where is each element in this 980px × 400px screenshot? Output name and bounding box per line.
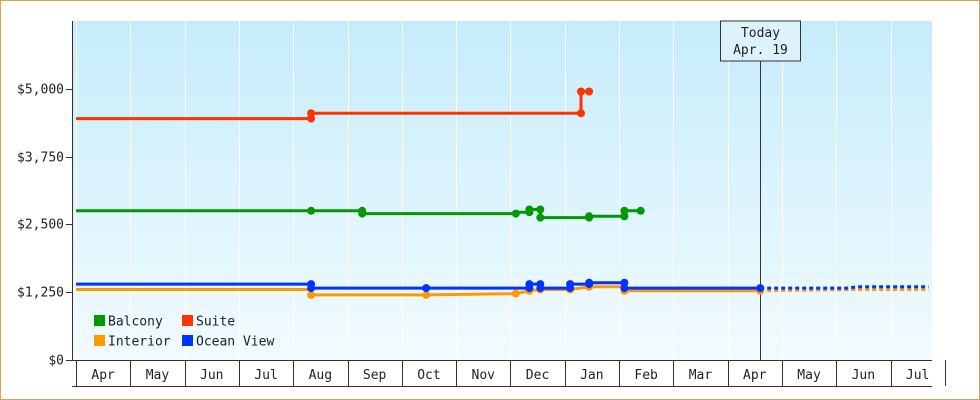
data-point[interactable]: [577, 87, 585, 96]
data-point[interactable]: [422, 290, 431, 299]
month-label: Dec: [526, 368, 549, 383]
series-line-ocean-view: [76, 281, 761, 290]
month-label: Apr: [743, 368, 767, 383]
forecast-line-ocean-view: [760, 285, 929, 290]
legend-swatch-interior: [94, 335, 105, 346]
y-tick-label: $2,500: [17, 218, 64, 233]
data-point[interactable]: [577, 109, 585, 118]
today-date: Apr. 19: [733, 43, 788, 58]
data-point[interactable]: [636, 206, 645, 215]
data-point[interactable]: [511, 209, 520, 218]
y-axis: $0 $1,250 $2,500 $3,750 $5,000: [17, 21, 73, 369]
month-label: May: [797, 368, 821, 383]
legend-swatch-suite: [182, 315, 193, 326]
today-label: Today: [741, 26, 780, 41]
data-point[interactable]: [422, 284, 431, 293]
legend-label-ocean-view: Ocean View: [196, 335, 274, 350]
legend-label-interior: Interior: [108, 335, 171, 350]
data-point[interactable]: [536, 284, 545, 293]
legend-label-balcony: Balcony: [108, 315, 163, 330]
data-point[interactable]: [307, 284, 316, 293]
data-point[interactable]: [620, 206, 629, 215]
legend-swatch-balcony: [94, 315, 105, 326]
data-point[interactable]: [525, 205, 534, 214]
month-label: Mar: [689, 368, 713, 383]
legend: Balcony Suite Interior Ocean View: [94, 315, 274, 350]
y-tick-label: $3,750: [17, 151, 64, 166]
legend-swatch-ocean-view: [182, 335, 193, 346]
y-tick-label: $5,000: [17, 83, 64, 98]
y-tick-label: $1,250: [17, 286, 64, 301]
data-point[interactable]: [585, 278, 594, 287]
data-point[interactable]: [620, 284, 629, 293]
month-label: Jul: [254, 368, 277, 383]
data-point[interactable]: [566, 280, 575, 289]
data-point[interactable]: [536, 205, 545, 214]
month-label: Nov: [472, 368, 496, 383]
data-point[interactable]: [756, 284, 765, 293]
month-label: Jun: [852, 368, 875, 383]
month-label: May: [146, 368, 170, 383]
month-label: Feb: [634, 368, 658, 383]
series-balcony: [76, 205, 645, 222]
series-layer: [76, 87, 929, 299]
month-label: Aug: [309, 368, 332, 383]
legend-label-suite: Suite: [196, 315, 235, 330]
month-label: Jun: [200, 368, 223, 383]
month-label: Sep: [363, 368, 387, 383]
data-point[interactable]: [307, 290, 316, 299]
data-point[interactable]: [307, 206, 316, 215]
month-grid: [76, 21, 946, 360]
month-label: Jan: [580, 368, 603, 383]
today-box: [720, 20, 801, 62]
today-marker: Today Apr. 19: [720, 20, 801, 360]
month-label: Jul: [906, 368, 929, 383]
series-suite: [76, 87, 594, 123]
data-point[interactable]: [511, 289, 520, 298]
month-label: Apr: [91, 368, 115, 383]
plot-background: [72, 21, 932, 360]
data-point[interactable]: [358, 209, 367, 218]
data-point[interactable]: [307, 109, 316, 118]
y-tick-label: $0: [48, 354, 64, 369]
month-label: Oct: [417, 368, 440, 383]
data-point[interactable]: [620, 212, 629, 221]
data-point[interactable]: [585, 87, 594, 96]
data-point[interactable]: [536, 213, 545, 222]
data-point[interactable]: [525, 280, 534, 289]
series-ocean-view: [76, 278, 929, 293]
data-point[interactable]: [585, 212, 594, 221]
x-axis: Apr May Jun Jul Aug Sep Oct Nov Dec Jan Feb Mar Apr M…: [72, 360, 946, 387]
